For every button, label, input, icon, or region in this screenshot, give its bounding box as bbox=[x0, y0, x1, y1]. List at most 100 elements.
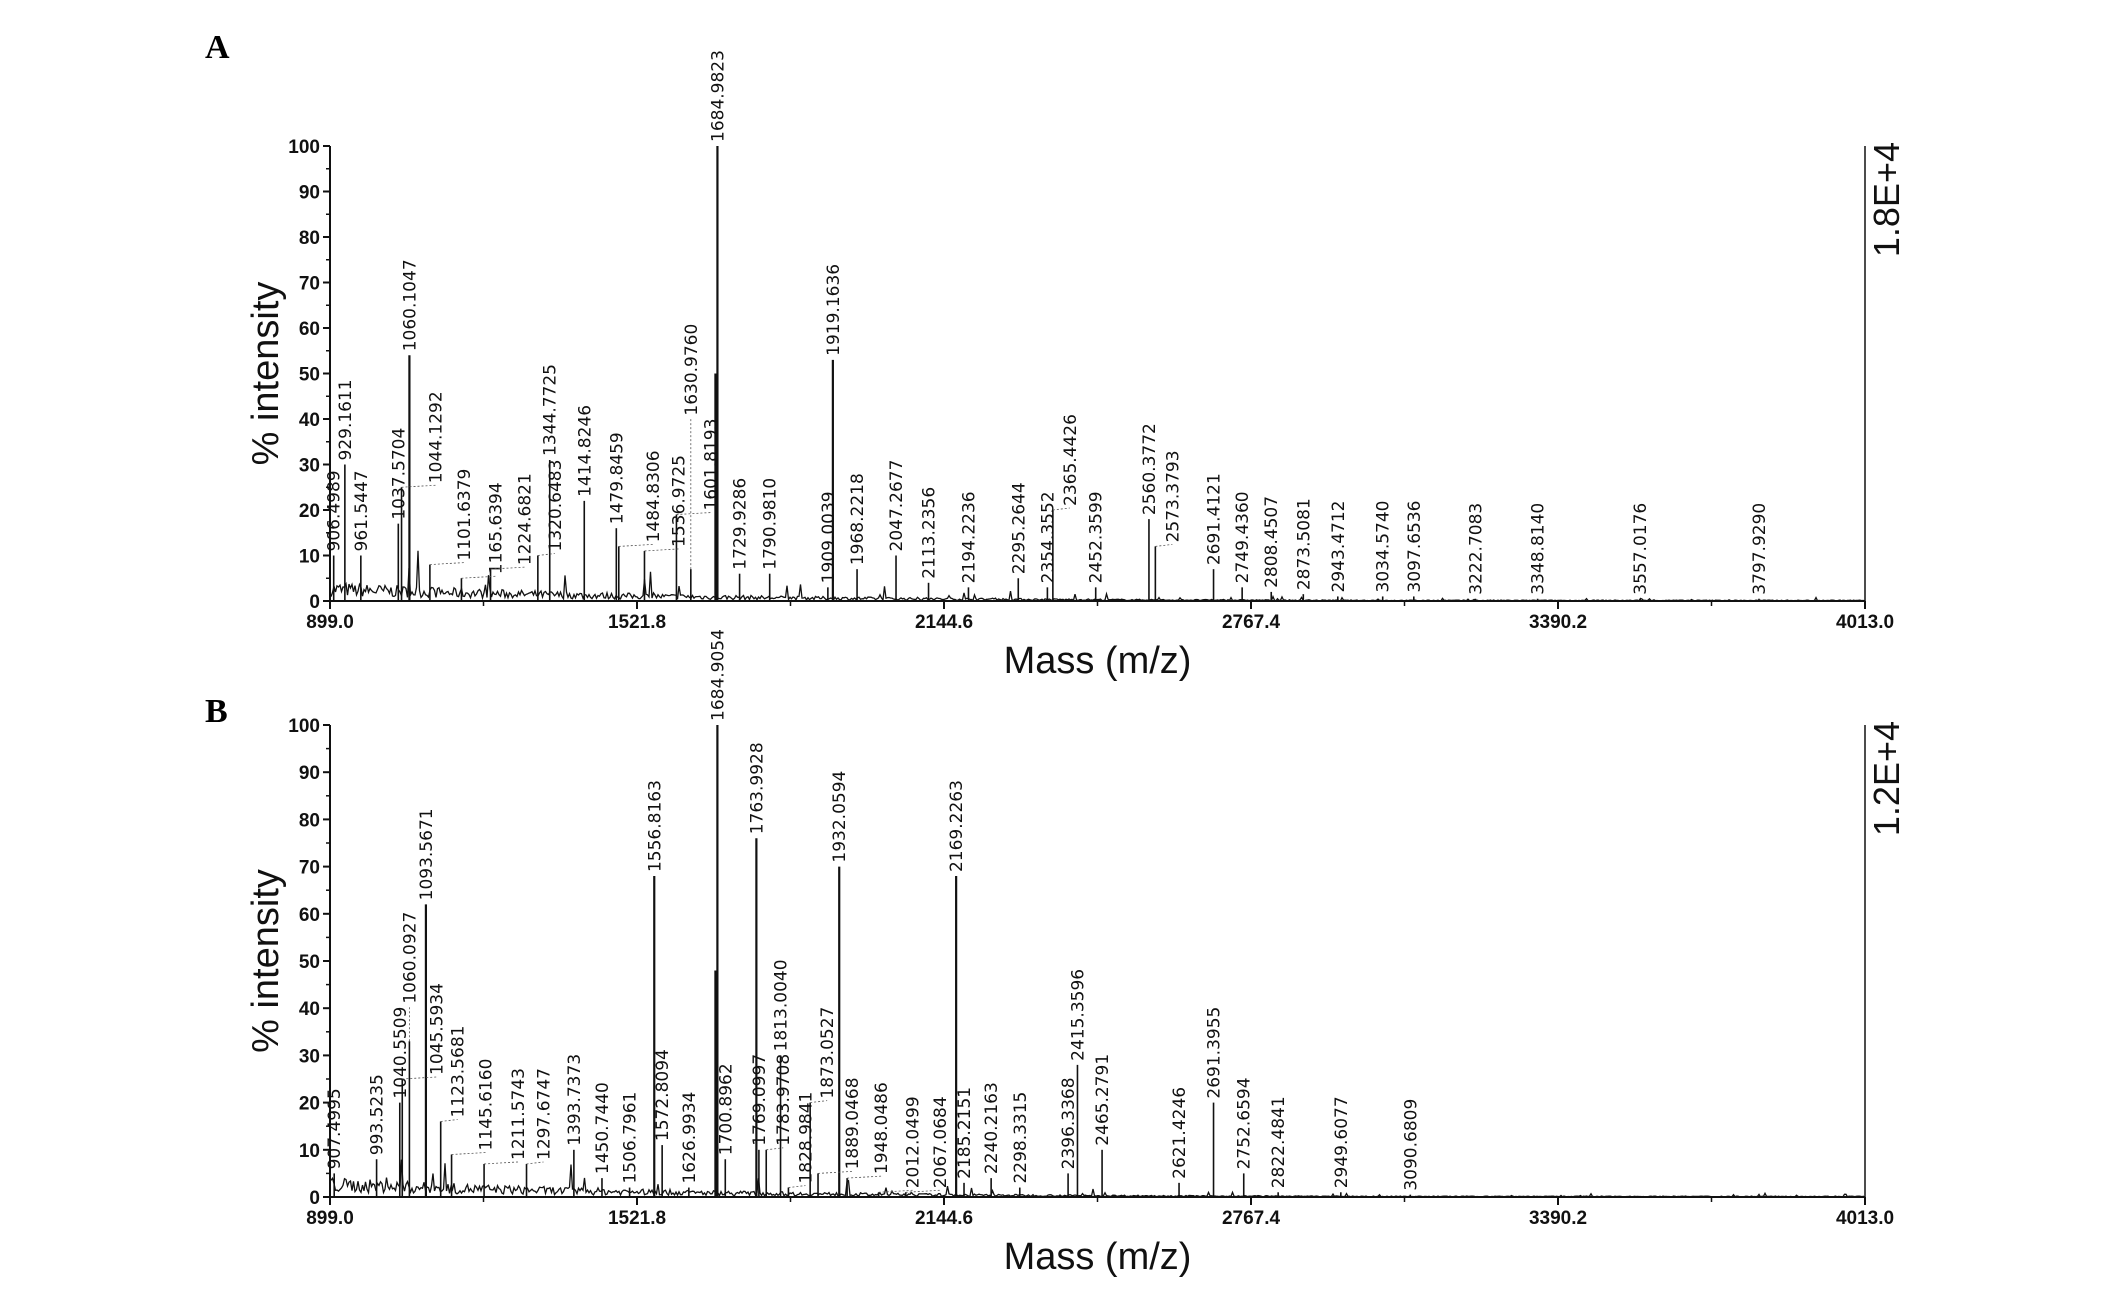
peak-label: 2396.3368 bbox=[1059, 1077, 1079, 1169]
peak-label: 2949.6077 bbox=[1332, 1096, 1352, 1188]
peak-label-leader bbox=[878, 1189, 913, 1193]
y-tick-label: 20 bbox=[299, 1094, 320, 1115]
peak-label-leader bbox=[847, 1175, 882, 1179]
y-tick-label: 0 bbox=[309, 1188, 320, 1209]
x-tick-label: 3390.2 bbox=[1529, 1208, 1587, 1229]
peak-label-leader bbox=[461, 575, 496, 579]
peak-label: 2067.0684 bbox=[931, 1096, 951, 1188]
peak-label: 1790.9810 bbox=[761, 478, 781, 570]
y-tick-label: 60 bbox=[299, 319, 320, 340]
peak-label: 961.5447 bbox=[352, 470, 372, 551]
peak-label: 2691.3955 bbox=[1205, 1007, 1225, 1099]
x-tick-label: 899.0 bbox=[306, 1208, 354, 1229]
peak-label: 1626.9934 bbox=[680, 1092, 700, 1184]
peak-label-leader bbox=[429, 562, 464, 565]
peak-label: 2295.2644 bbox=[1009, 482, 1029, 574]
peak-label: 1889.0468 bbox=[843, 1077, 863, 1169]
peak-label: 2365.4426 bbox=[1061, 414, 1081, 506]
x-tick-label: 2767.4 bbox=[1222, 1208, 1281, 1229]
peak-label: 1556.8163 bbox=[645, 780, 665, 872]
y-tick-label: 40 bbox=[299, 999, 320, 1020]
x-tick-label: 2144.6 bbox=[915, 1208, 973, 1229]
peak-label-leader bbox=[905, 1189, 940, 1193]
peak-label: 1572.8094 bbox=[653, 1049, 673, 1141]
chart-panel-b: B 0 10 20 30 40 50 60 70 80 90 100 899.0 1521.8 2144.6… bbox=[205, 629, 1907, 1278]
peak-label: 1101.6379 bbox=[455, 469, 475, 561]
peak-label: 1968.2218 bbox=[848, 473, 868, 565]
x-axis-title: Mass (m/z) bbox=[1004, 1236, 1192, 1278]
peak-label-leader bbox=[766, 1147, 784, 1151]
peak-label-leader bbox=[818, 1171, 853, 1174]
peak-label: 1093.5671 bbox=[417, 808, 437, 900]
peak-label-leader bbox=[644, 548, 679, 552]
peak-label: 1684.9054 bbox=[708, 629, 728, 721]
peak-label: 2240.2163 bbox=[982, 1082, 1002, 1174]
peak-label: 1909.0039 bbox=[819, 491, 839, 583]
peak-label: 3090.6809 bbox=[1401, 1099, 1421, 1191]
peak-label: 2691.4121 bbox=[1205, 473, 1225, 565]
peak-label: 1700.8962 bbox=[716, 1063, 736, 1155]
y-tick-label: 50 bbox=[299, 952, 320, 973]
peak-label: 2298.3315 bbox=[1011, 1092, 1031, 1184]
peak-label: 1763.9928 bbox=[747, 742, 767, 834]
peak-label: 1450.7440 bbox=[593, 1082, 613, 1174]
peak-label: 1320.6483 bbox=[546, 460, 566, 552]
y-tick-label: 20 bbox=[299, 501, 320, 522]
intensity-scale-label: 1.8E+4 bbox=[1866, 142, 1907, 257]
peak-label: 1123.5681 bbox=[449, 1026, 469, 1118]
peak-label: 2012.0499 bbox=[904, 1096, 924, 1188]
peak-label-leader bbox=[676, 512, 711, 515]
peak-label: 2185.2151 bbox=[955, 1087, 975, 1179]
peak-label: 1684.9823 bbox=[708, 50, 728, 142]
peak-label: 2749.4360 bbox=[1233, 491, 1253, 583]
intensity-scale-label: 1.2E+4 bbox=[1866, 721, 1907, 836]
peak-label: 1393.7373 bbox=[565, 1054, 585, 1146]
peak-label: 1873.0527 bbox=[818, 1007, 838, 1099]
peak-label: 2354.3552 bbox=[1038, 491, 1058, 583]
peak-label: 2169.2263 bbox=[947, 780, 967, 872]
peak-label: 1165.6394 bbox=[486, 482, 506, 574]
peak-label-leader bbox=[1155, 544, 1173, 547]
peak-label: 3097.6536 bbox=[1405, 501, 1425, 593]
peak-label: 1060.0927 bbox=[400, 912, 420, 1004]
y-tick-label: 30 bbox=[299, 456, 320, 477]
peak-label: 3557.0176 bbox=[1631, 503, 1651, 595]
y-axis-title: % intensity bbox=[245, 869, 287, 1053]
peak-label: 1211.5743 bbox=[509, 1068, 529, 1160]
peak-label: 2465.2791 bbox=[1093, 1054, 1113, 1146]
peak-label: 1783.9708 bbox=[774, 1054, 794, 1146]
peak-label: 2415.3596 bbox=[1068, 969, 1088, 1061]
peak-label: 1729.9286 bbox=[731, 478, 751, 570]
peak-label-leader bbox=[484, 1161, 519, 1165]
y-tick-label: 50 bbox=[299, 365, 320, 386]
peak-label: 2113.2356 bbox=[920, 487, 940, 579]
y-tick-label: 60 bbox=[299, 905, 320, 926]
peak-label: 2621.4246 bbox=[1170, 1087, 1190, 1179]
peak-label: 1536.9725 bbox=[669, 455, 689, 547]
peak-label: 2194.2236 bbox=[959, 491, 979, 583]
peak-label-leader bbox=[537, 553, 555, 556]
x-tick-label: 3390.2 bbox=[1529, 612, 1587, 633]
peak-label-leader bbox=[618, 544, 653, 547]
x-tick-label: 4013.0 bbox=[1836, 1208, 1894, 1229]
peak-label: 1145.6160 bbox=[477, 1059, 497, 1151]
y-tick-label: 70 bbox=[299, 274, 320, 295]
chart-panel-a: A 0 10 20 30 40 50 60 70 80 90 100 899.0 1521.8 2144.6… bbox=[205, 29, 1907, 682]
peak-label: 1344.7725 bbox=[541, 364, 561, 456]
peak-label: 1919.1636 bbox=[824, 264, 844, 356]
y-tick-label: 70 bbox=[299, 858, 320, 879]
y-tick-label: 40 bbox=[299, 410, 320, 431]
peak-label-leader bbox=[788, 1185, 806, 1188]
y-tick-label: 80 bbox=[299, 810, 320, 831]
peak-label: 1045.5934 bbox=[427, 983, 447, 1075]
x-tick-label: 899.0 bbox=[306, 612, 354, 633]
peak-label: 1601.8193 bbox=[701, 419, 721, 511]
peak-label: 2560.3772 bbox=[1140, 423, 1160, 515]
x-tick-label: 1521.8 bbox=[608, 612, 666, 633]
peak-label-leader bbox=[401, 484, 436, 488]
x-tick-label: 4013.0 bbox=[1836, 612, 1894, 633]
peak-label: 2047.2677 bbox=[887, 460, 907, 552]
y-axis-title: % intensity bbox=[245, 282, 287, 466]
peak-label: 2822.4841 bbox=[1269, 1096, 1289, 1188]
peak-label: 1060.1047 bbox=[400, 259, 420, 351]
